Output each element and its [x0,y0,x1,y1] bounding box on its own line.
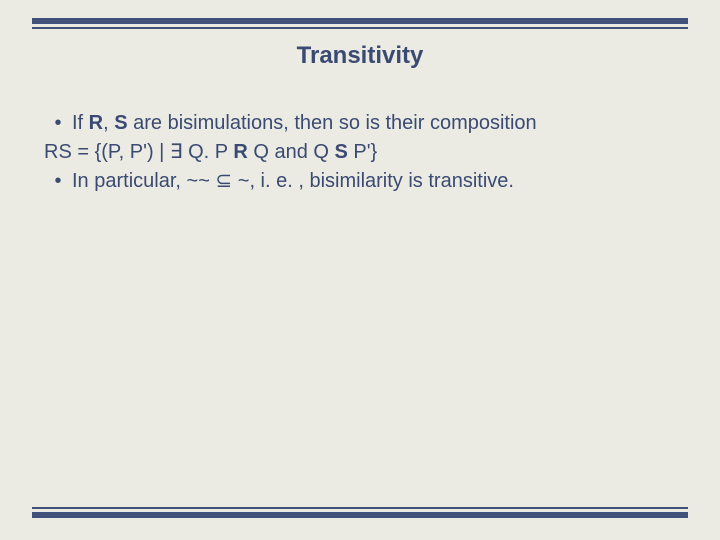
text-bold: R [233,141,247,163]
bottom-divider [32,507,688,518]
tilde-symbol: ~ [238,170,250,192]
bullet-text: RS = {(P, P') | ∃ Q. P R Q and Q S P'} [44,141,377,163]
bottom-thin-line [32,507,688,509]
bullet-icon: • [44,110,72,137]
text-fragment: If [72,112,89,134]
slide-content: • If R, S are bisimulations, then so is … [44,110,676,197]
top-thin-line [32,27,688,29]
top-thick-line [32,18,688,24]
text-fragment: In particular, [72,170,187,192]
text-bold: S [114,112,127,134]
list-item: RS = {(P, P') | ∃ Q. P R Q and Q S P'} [44,139,676,166]
list-item: • In particular, ~~ ⊆ ~, i. e. , bisimil… [44,168,676,195]
exists-symbol: ∃ [170,141,183,163]
text-fragment: Q. P [183,141,234,163]
bottom-thick-line [32,512,688,518]
list-item: • If R, S are bisimulations, then so is … [44,110,676,137]
slide-title: Transitivity [0,42,720,70]
text-fragment: , i. e. , bisimilarity is transitive. [249,170,514,192]
bullet-list: • If R, S are bisimulations, then so is … [44,110,676,195]
top-divider [32,18,688,29]
tilde-symbol: ~~ [187,170,210,192]
bullet-icon: • [44,168,72,195]
slide: Transitivity • If R, S are bisimulations… [0,0,720,540]
text-fragment: , [103,112,114,134]
text-fragment: RS = {(P, P') | [44,141,170,163]
text-fragment: P'} [348,141,377,163]
text-fragment: Q and Q [248,141,335,163]
subset-symbol: ⊆ [210,170,238,192]
text-bold: S [335,141,348,163]
text-fragment: are bisimulations, then so is their comp… [128,112,537,134]
bullet-text: In particular, ~~ ⊆ ~, i. e. , bisimilar… [72,168,676,195]
text-bold: R [89,112,103,134]
bullet-text: If R, S are bisimulations, then so is th… [72,110,676,137]
